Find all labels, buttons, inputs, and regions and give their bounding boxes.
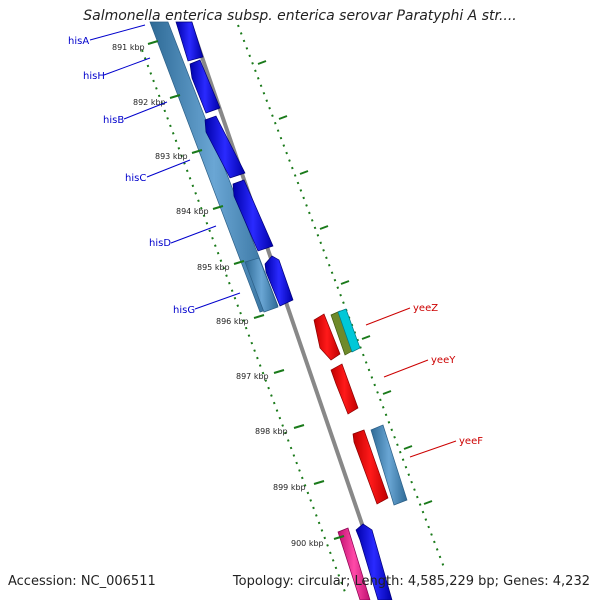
accession-text: Accession: NC_006511 xyxy=(8,574,156,589)
label-yeeZ[interactable]: yeeZ xyxy=(413,303,438,314)
label-yeeY[interactable]: yeeY xyxy=(431,355,456,366)
tick-895: 895 kbp xyxy=(197,263,230,272)
gene-steel-yeeF xyxy=(370,424,408,506)
label-yeeF[interactable]: yeeF xyxy=(459,436,483,447)
tick-893: 893 kbp xyxy=(155,152,188,161)
genome-backbone xyxy=(188,21,390,600)
right-labels: yeeZ yeeY yeeF xyxy=(365,303,483,458)
tick-899: 899 kbp xyxy=(273,483,306,492)
label-hisD[interactable]: hisD xyxy=(149,238,171,249)
gene-blue-1 xyxy=(175,21,204,62)
label-hisC[interactable]: hisC xyxy=(125,173,146,184)
tick-894: 894 kbp xyxy=(176,207,209,216)
label-hisB[interactable]: hisB xyxy=(103,115,124,126)
left-labels: hisA hisH hisB hisC hisD hisG xyxy=(68,24,241,316)
gene-blue-2 xyxy=(189,59,221,114)
map-title: Salmonella enterica subsp. enterica sero… xyxy=(83,8,517,24)
outer-ring-marks xyxy=(257,60,433,505)
tick-896: 896 kbp xyxy=(216,317,249,326)
genome-summary-text: Topology: circular; Length: 4,585,229 bp… xyxy=(232,574,590,589)
tick-900: 900 kbp xyxy=(291,539,324,548)
tick-897: 897 kbp xyxy=(236,372,269,381)
gene-blue-4 xyxy=(232,179,274,252)
tick-892: 892 kbp xyxy=(133,98,166,107)
tick-898: 898 kbp xyxy=(255,427,288,436)
gene-blue-3 xyxy=(204,115,246,179)
label-hisG[interactable]: hisG xyxy=(173,305,195,316)
gene-red-yeeZ xyxy=(313,313,341,361)
gene-cyan xyxy=(337,308,361,353)
outer-dotted-ring xyxy=(237,24,446,571)
gene-red-2 xyxy=(352,429,389,505)
gene-steel-short xyxy=(244,257,279,313)
tick-group: 891 kbp 892 kbp 893 kbp 894 kbp 895 kbp … xyxy=(112,40,345,548)
label-hisH[interactable]: hisH xyxy=(83,71,105,82)
gene-blue-5 xyxy=(264,255,294,307)
label-hisA[interactable]: hisA xyxy=(68,36,89,47)
tick-891: 891 kbp xyxy=(112,43,145,52)
gene-blue-6 xyxy=(355,523,393,600)
gene-steel-long xyxy=(149,21,279,313)
gene-pink xyxy=(337,527,371,600)
gene-red-yeeY xyxy=(330,363,359,415)
tick-dotted-ring xyxy=(141,49,346,593)
